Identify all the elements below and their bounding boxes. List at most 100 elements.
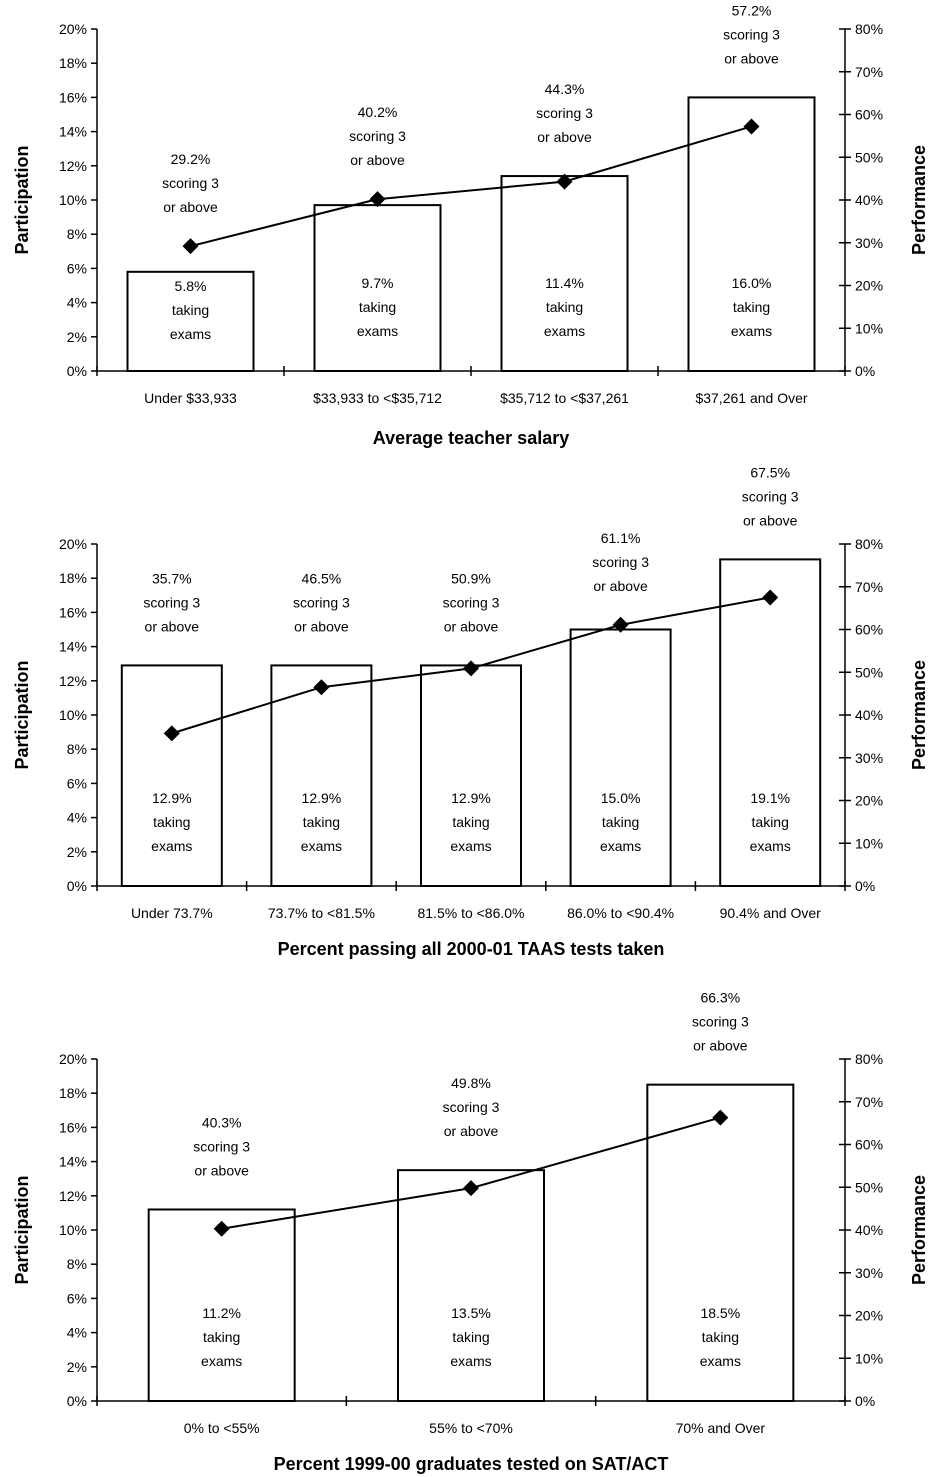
bar-data-label-line: exams [357,323,398,339]
bar-data-label-line: taking [203,1329,240,1345]
bar [147,1208,296,1402]
bar-data-label: 18.5% taking exams [700,1305,741,1369]
diamond-marker [743,118,760,135]
line-data-label-line: or above [593,578,648,594]
line-data-label-line: 66.3% [700,990,740,1006]
y-tick-label-right: 50% [855,1179,883,1195]
y-tick-label-right: 20% [855,1308,883,1324]
diamond-marker [369,191,386,208]
y-tick-label-left: 10% [59,1222,87,1238]
x-tick-label: Under $33,933 [144,390,237,406]
line-data-label-line: or above [743,512,798,528]
diamond-marker [612,616,629,633]
bar-data-label-line: taking [602,814,639,830]
y-tick-label-left: 20% [59,536,87,552]
bar-data-label-line: taking [452,814,489,830]
y-tick-label-right: 0% [855,878,875,894]
line-data-label-line: or above [444,618,499,634]
y-tick-label-right: 10% [855,320,883,336]
y-tick-label-right: 10% [855,1350,883,1366]
line-data-label-line: scoring 3 [592,554,649,570]
y-tick-label-left: 2% [67,844,87,860]
x-tick-label: 0% to <55% [184,1420,260,1436]
bar-data-label-line: 5.8% [175,278,207,294]
chart-2: 0% 2% 4% 6% 8% 10% 12% 14% 16% 18% 20% 0% 10% 20% 30% 4… [12,464,929,959]
x-tick-label: 73.7% to <81.5% [268,905,375,921]
y-tick-label-left: 14% [59,639,87,655]
y-tick-label-right: 40% [855,707,883,723]
y-tick-label-left: 4% [67,295,87,311]
bar-data-label-line: exams [301,838,342,854]
bar-data-label-line: taking [546,299,583,315]
line-data-label-line: 40.2% [358,104,398,120]
y-tick-label-left: 8% [67,741,87,757]
y-tick-label-right: 20% [855,278,883,294]
x-tick-label: 90.4% and Over [720,905,822,921]
line-data-label-line: scoring 3 [162,175,219,191]
bar-data-label-line: 12.9% [302,790,342,806]
line-data-label: 29.2% scoring 3 or above [162,151,219,215]
line-data-label-line: 61.1% [601,530,641,546]
y-tick-label-left: 2% [67,1359,87,1375]
bar-data-label: 5.8% taking exams [170,278,211,342]
y-tick-label-left: 10% [59,192,87,208]
bar [687,96,816,373]
line-data-label-line: scoring 3 [193,1138,250,1154]
bar-data-label-line: 11.4% [545,275,584,291]
bar-data-label: 11.2% taking exams [201,1305,242,1369]
x-tick-label: 86.0% to <90.4% [567,905,674,921]
bar-data-label: 9.7% taking exams [357,275,398,339]
y-tick-label-left: 14% [59,1154,87,1170]
bar [120,664,223,887]
line-data-label-line: 46.5% [302,570,342,586]
y-tick-label-left: 0% [67,878,87,894]
line-data-label-line: or above [444,1123,499,1139]
x-axis-title: Percent passing all 2000-01 TAAS tests t… [278,939,665,959]
bar-data-label: 15.0% taking exams [600,790,641,854]
x-tick-label: $35,712 to <$37,261 [500,390,629,406]
line-data-label-line: scoring 3 [443,1099,500,1115]
line-data-label-line: scoring 3 [443,594,500,610]
y-tick-label-left: 20% [59,21,87,37]
y-tick-label-left: 14% [59,124,87,140]
line-data-label-line: or above [693,1038,748,1054]
bar-data-label: 16.0% taking exams [731,275,772,339]
y-tick-label-right: 60% [855,107,883,123]
line-data-label-line: or above [294,618,349,634]
x-tick-label: $37,261 and Over [695,390,807,406]
line-data-label-line: 29.2% [171,151,211,167]
bar-data-label-line: taking [153,814,190,830]
bar [500,175,629,372]
line-data-label-line: or above [194,1162,249,1178]
y-tick-label-left: 18% [59,1085,87,1101]
line-data-label-line: or above [163,199,218,215]
y-tick-label-right: 50% [855,664,883,680]
y-tick-label-right: 10% [855,835,883,851]
diamond-marker [463,660,479,677]
y-tick-label-left: 8% [67,226,87,242]
line-data-label-line: 50.9% [451,570,491,586]
bar-data-label-line: exams [750,838,791,854]
bar-data-label-line: exams [600,838,641,854]
chart-1: 0% 2% 4% 6% 8% 10% 12% 14% 16% 18% 20% 0% 10% 20% 30% 4… [12,2,929,448]
bar-data-label: 12.9% taking exams [301,790,342,854]
bar-data-label-line: taking [172,302,209,318]
chart-3: 0% 2% 4% 6% 8% 10% 12% 14% 16% 18% 20% 0% 10% 20% 30% 4… [12,990,929,1474]
bar [569,628,672,887]
y-tick-label-right: 50% [855,149,883,165]
line-data-label: 44.3% scoring 3 or above [536,81,593,145]
line-data-label-line: or above [350,152,405,168]
y-tick-label-right: 0% [855,363,875,379]
bar-data-label-line: exams [544,323,585,339]
bar-data-label-line: exams [700,1353,741,1369]
bar-data-label-line: exams [170,326,211,342]
y-tick-label-right: 40% [855,192,883,208]
bar-data-label: 12.9% taking exams [450,790,491,854]
line-data-label-line: scoring 3 [536,105,593,121]
performance-line [190,125,752,248]
line-data-label-line: scoring 3 [293,594,350,610]
bar-data-label-line: 11.2% [202,1305,241,1321]
y-axis-title-right: Performance [909,660,929,770]
bar [420,664,522,887]
diamond-marker [213,1220,230,1237]
